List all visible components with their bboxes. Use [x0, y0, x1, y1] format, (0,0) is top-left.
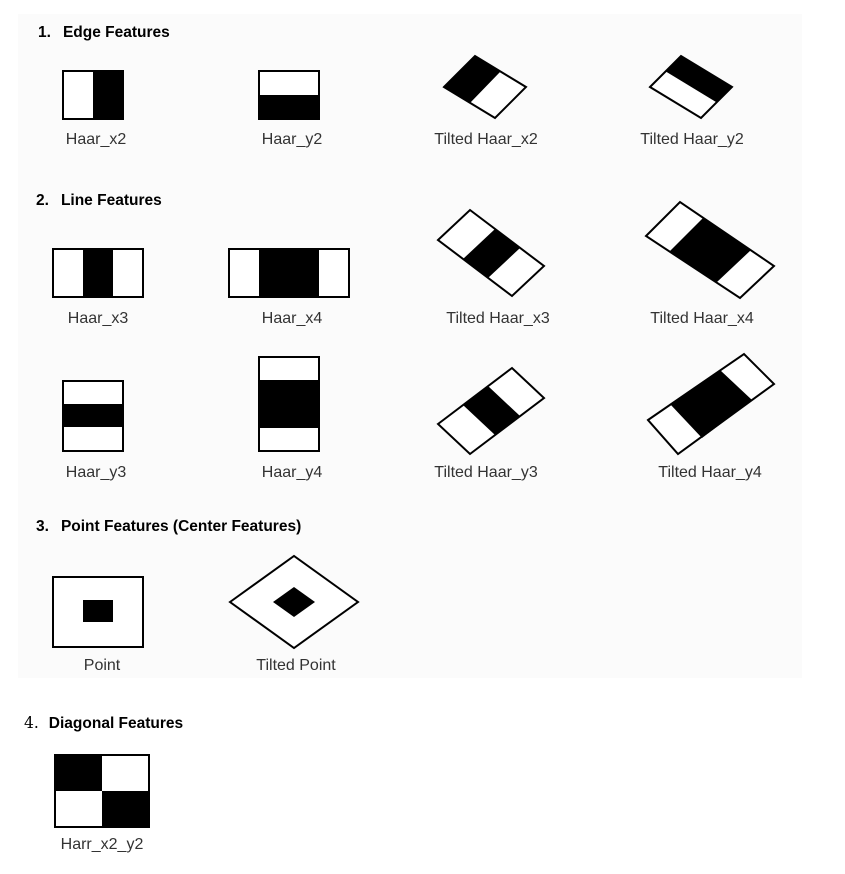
feature-caption: Haar_y4 — [261, 464, 323, 481]
feature-caption: Tilted Haar_y2 — [640, 131, 744, 148]
tilted-haar-y4-icon — [646, 352, 776, 456]
section-title: Line Features — [60, 192, 162, 209]
feature-caption: Haar_y3 — [65, 464, 127, 481]
feature-caption: Haar_x2 — [65, 131, 127, 148]
feature-caption: Haar_x4 — [261, 310, 323, 327]
haar-y4-icon — [258, 356, 320, 452]
section-heading-diagonal: 4. Diagonal Features — [24, 714, 183, 733]
feature-caption: Haar_y2 — [261, 131, 323, 148]
haar-y2-icon — [258, 70, 320, 120]
section-title: Diagonal Features — [48, 715, 184, 732]
section-heading-point: 3. Point Features (Center Features) — [36, 518, 301, 536]
feature-caption: Point — [83, 657, 121, 674]
feature-caption: Tilted Haar_x2 — [434, 131, 538, 148]
tilted-point-icon — [228, 554, 360, 650]
feature-caption: Tilted Haar_y3 — [434, 464, 538, 481]
tilted-haar-y3-icon — [436, 366, 546, 456]
section-number: 2. — [36, 192, 49, 209]
features-panel — [18, 14, 802, 678]
section-heading-edge: 1. Edge Features — [38, 24, 170, 42]
feature-caption: Tilted Haar_y4 — [658, 464, 762, 481]
section-number: 4. — [24, 714, 39, 732]
haar-x4-icon — [228, 248, 350, 298]
section-title: Edge Features — [62, 24, 170, 41]
haar-y3-icon — [62, 380, 124, 452]
haar-x3-icon — [52, 248, 144, 298]
point-icon — [52, 576, 144, 648]
feature-caption: Tilted Point — [256, 657, 336, 674]
feature-caption: Harr_x2_y2 — [60, 836, 144, 853]
tilted-haar-x2-icon — [442, 54, 528, 120]
section-heading-line: 2. Line Features — [36, 192, 162, 210]
section-number: 3. — [36, 518, 49, 535]
tilted-haar-x3-icon — [436, 208, 546, 298]
haar-x2-y2-icon — [54, 754, 150, 828]
feature-caption: Tilted Haar_x3 — [446, 310, 550, 327]
section-number: 1. — [38, 24, 51, 41]
haar-x2-icon — [62, 70, 124, 120]
tilted-haar-x4-icon — [644, 200, 776, 300]
feature-caption: Haar_x3 — [67, 310, 129, 327]
section-title: Point Features (Center Features) — [60, 518, 302, 535]
tilted-haar-y2-icon — [648, 54, 734, 120]
feature-caption: Tilted Haar_x4 — [650, 310, 754, 327]
